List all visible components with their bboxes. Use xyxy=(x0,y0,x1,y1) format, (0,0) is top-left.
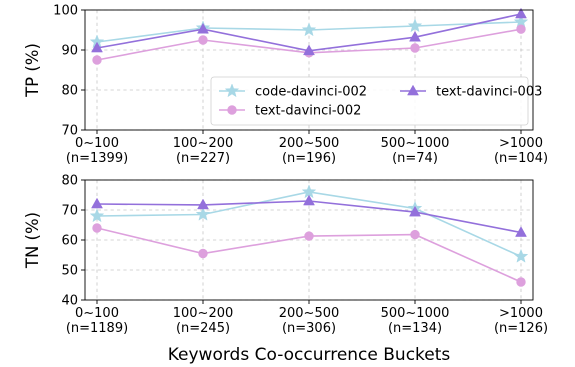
x-tick-count-label: (n=104) xyxy=(494,151,548,166)
data-point-code-davinci-002 xyxy=(195,206,211,221)
data-point-text-davinci-003 xyxy=(515,226,527,237)
data-point-text-davinci-003 xyxy=(91,197,103,209)
x-tick-label: 500~1000 xyxy=(381,306,450,321)
x-axis-label: Keywords Co-occurrence Buckets xyxy=(168,345,451,365)
data-point-code-davinci-002 xyxy=(513,248,529,263)
data-point-text-davinci-003 xyxy=(303,44,315,56)
data-point-code-davinci-002 xyxy=(89,208,105,223)
y-tick-label: 70 xyxy=(61,204,78,219)
chart-panel-2: 40 50 60 70 80 0~100(n=1189) 100~200(n=245) 200… xyxy=(23,174,548,366)
x-tick-label: 100~200 xyxy=(173,306,234,321)
data-point-code-davinci-002 xyxy=(407,18,423,33)
x-tick-count-label: (n=245) xyxy=(176,321,230,336)
legend-box xyxy=(210,76,529,126)
x-tick-label: >1000 xyxy=(499,136,543,151)
legend-label: text-davinci-002 xyxy=(255,104,361,119)
x-tick-label: 0~100 xyxy=(75,136,119,151)
y-tick-label: 70 xyxy=(61,124,78,139)
data-point-text-davinci-002 xyxy=(198,35,208,45)
data-point-text-davinci-003 xyxy=(515,7,527,19)
data-point-code-davinci-002 xyxy=(301,22,317,37)
x-tick-label: 200~500 xyxy=(279,306,340,321)
x-tick-label: 200~500 xyxy=(279,136,340,151)
data-point-text-davinci-003 xyxy=(409,205,421,217)
x-tick-count-label: (n=1189) xyxy=(66,321,128,336)
data-point-text-davinci-002 xyxy=(304,231,314,241)
x-tick-label: >1000 xyxy=(499,306,543,321)
data-point-text-davinci-002 xyxy=(516,24,526,34)
x-tick-count-label: (n=74) xyxy=(392,151,438,166)
x-tick-label: 500~1000 xyxy=(381,136,450,151)
legend: code-davinci-002 text-davinci-002 text-dav… xyxy=(210,76,542,126)
data-point-text-davinci-002 xyxy=(410,43,420,53)
data-point-text-davinci-003 xyxy=(197,198,209,210)
x-tick-count-label: (n=126) xyxy=(494,321,548,336)
x-tick-count-label: (n=1399) xyxy=(66,151,128,166)
y-tick-label: 60 xyxy=(61,234,78,249)
y-tick-label: 50 xyxy=(61,264,78,279)
y-axis-label: TP (%) xyxy=(23,43,42,98)
y-tick-label: 100 xyxy=(53,4,78,19)
x-tick-count-label: (n=306) xyxy=(282,321,336,336)
y-tick-label: 80 xyxy=(61,84,78,99)
y-tick-label: 90 xyxy=(61,44,78,59)
x-tick-label: 0~100 xyxy=(75,306,119,321)
legend-marker-text-davinci-003 xyxy=(407,84,419,96)
y-tick-label: 80 xyxy=(61,174,78,189)
data-point-text-davinci-002 xyxy=(516,277,526,287)
data-point-text-davinci-003 xyxy=(303,194,315,206)
x-tick-label: 100~200 xyxy=(173,136,234,151)
legend-marker-code-davinci-002 xyxy=(224,83,240,98)
x-tick-count-label: (n=227) xyxy=(176,151,230,166)
data-point-text-davinci-002 xyxy=(198,248,208,259)
x-tick-count-label: (n=196) xyxy=(282,151,336,166)
data-point-text-davinci-002 xyxy=(410,229,420,240)
data-point-text-davinci-003 xyxy=(197,22,209,34)
legend-label: text-davinci-003 xyxy=(436,85,542,100)
legend-label: code-davinci-002 xyxy=(255,85,367,100)
data-point-text-davinci-002 xyxy=(92,223,102,233)
legend-marker-text-davinci-002 xyxy=(227,105,237,115)
y-tick-label: 40 xyxy=(61,294,78,309)
chart-panel-1: 70 80 90 100 0~100(n=1399) 100~200(n=227) 200~… xyxy=(23,4,548,167)
y-axis-label: TN (%) xyxy=(23,212,42,269)
data-point-text-davinci-003 xyxy=(409,30,421,42)
data-point-text-davinci-002 xyxy=(92,55,102,65)
data-point-text-davinci-003 xyxy=(91,41,103,53)
x-tick-count-label: (n=134) xyxy=(388,321,442,336)
